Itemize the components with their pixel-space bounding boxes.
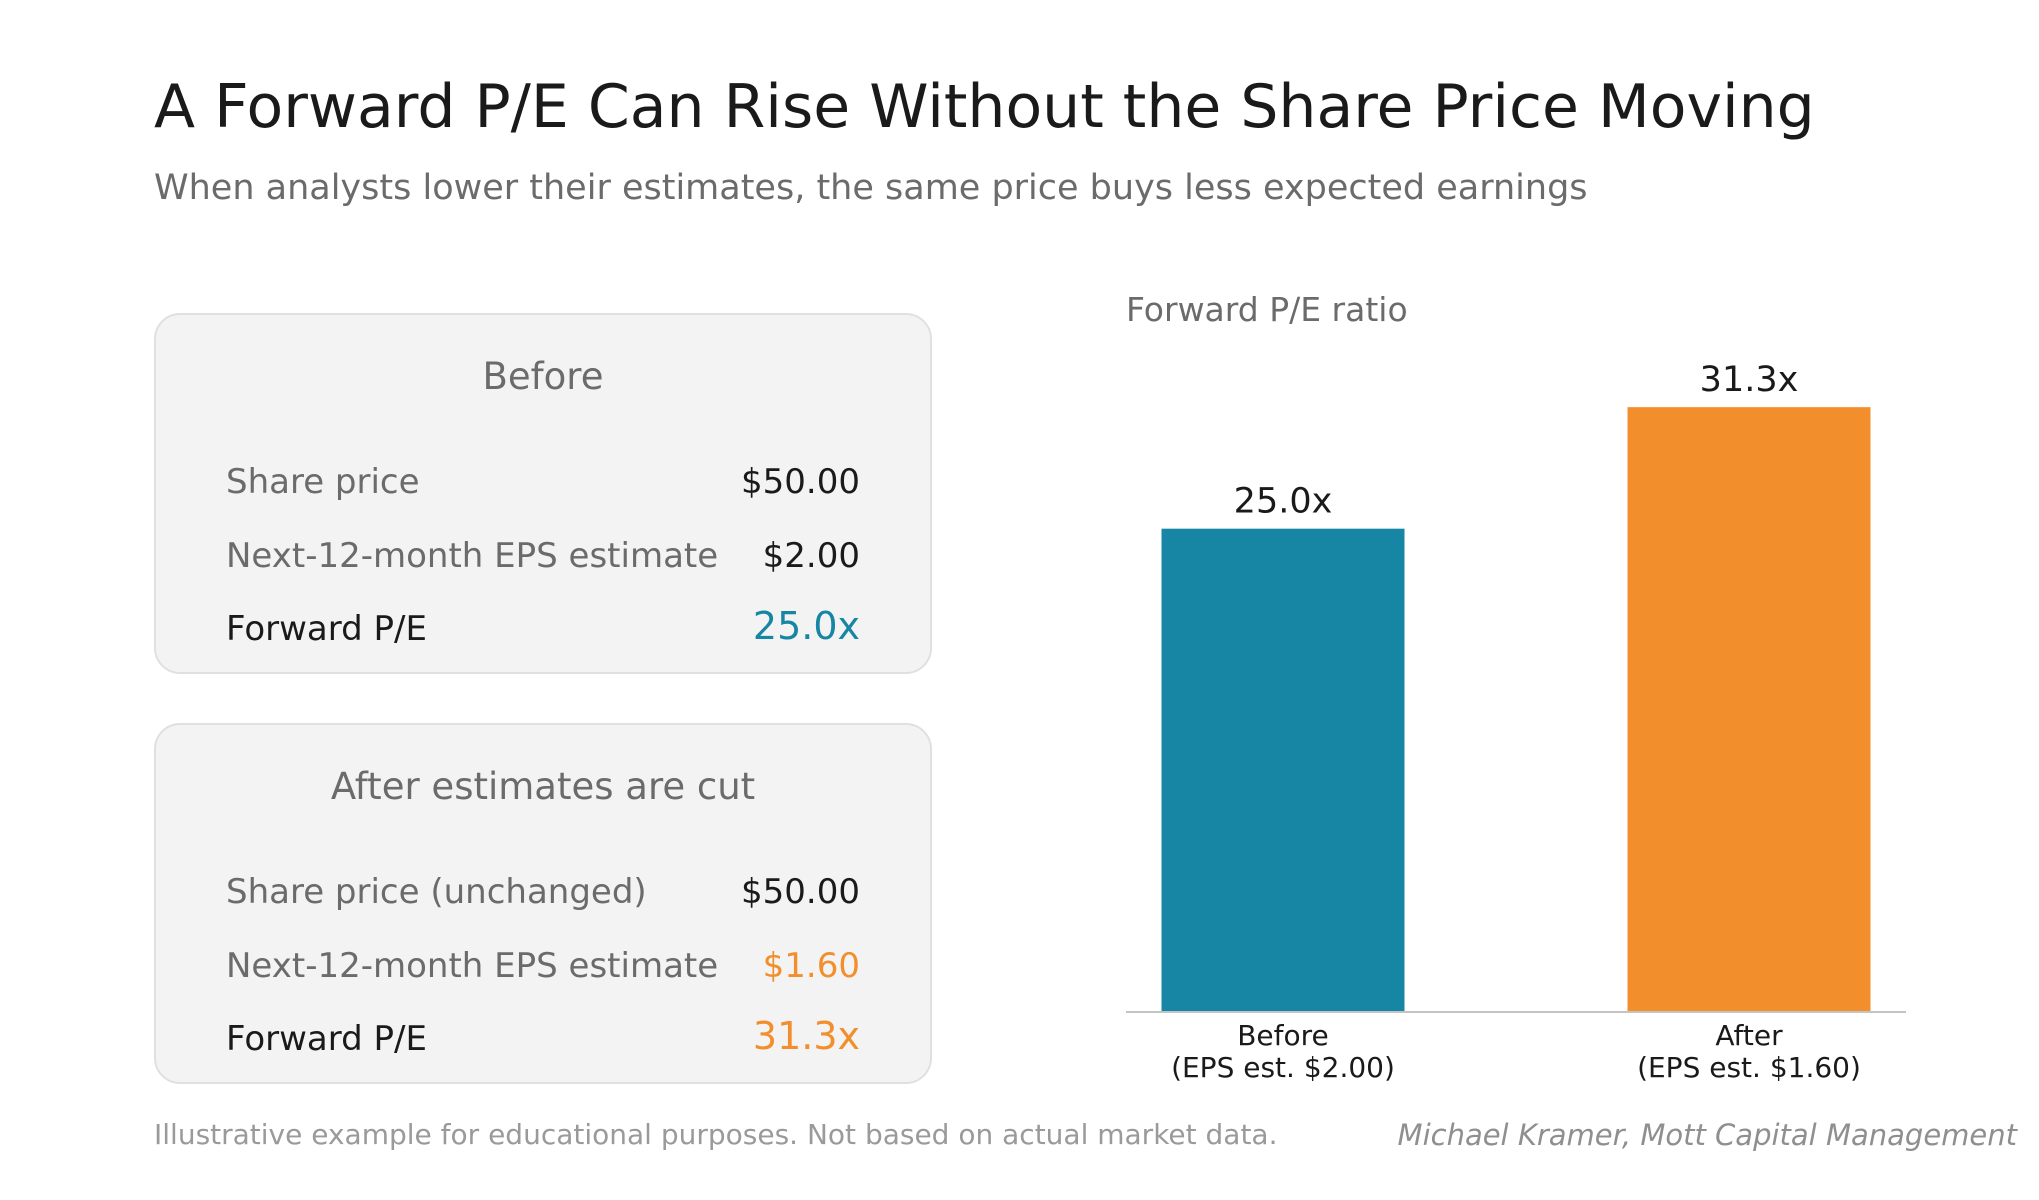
bar-1: [1627, 407, 1871, 1011]
forward-pe-label: Forward P/E: [226, 1019, 427, 1059]
forward-pe-label: Forward P/E: [226, 609, 427, 649]
eps-estimate-label: Next-12-month EPS estimate: [226, 536, 719, 576]
before-card: Before Share price $50.00 Next-12-month …: [154, 313, 932, 674]
share-price-label: Share price (unchanged): [226, 872, 647, 912]
before-card-heading: Before: [482, 355, 604, 398]
x-tick-label-0-0: Before: [1237, 1019, 1329, 1052]
x-tick-label-1-1: (EPS est. $1.60): [1637, 1051, 1861, 1084]
eps-estimate-value: $2.00: [762, 536, 860, 576]
chart-title: Forward P/E ratio: [1126, 290, 1408, 329]
after-card: After estimates are cut Share price (unc…: [154, 723, 932, 1084]
eps-estimate-value: $1.60: [762, 946, 860, 986]
eps-estimate-label: Next-12-month EPS estimate: [226, 946, 719, 986]
data-label-1: 31.3x: [1700, 360, 1799, 400]
share-price-value: $50.00: [741, 462, 860, 502]
after-card-heading: After estimates are cut: [330, 765, 756, 808]
forward-pe-value: 31.3x: [752, 1014, 860, 1058]
page-subtitle: When analysts lower their estimates, the…: [154, 168, 1588, 208]
x-tick-label-1-0: After: [1715, 1019, 1783, 1052]
bar-0: [1161, 528, 1405, 1011]
x-tick-label-0-1: (EPS est. $2.00): [1171, 1051, 1395, 1084]
page-title: A Forward P/E Can Rise Without the Share…: [154, 72, 1815, 142]
share-price-label: Share price: [226, 462, 420, 502]
author-credit: Michael Kramer, Mott Capital Management: [1397, 1118, 2017, 1152]
forward-pe-value: 25.0x: [752, 604, 860, 648]
share-price-value: $50.00: [741, 872, 860, 912]
footnote: Illustrative example for educational pur…: [154, 1118, 1278, 1151]
data-label-0: 25.0x: [1234, 482, 1333, 522]
